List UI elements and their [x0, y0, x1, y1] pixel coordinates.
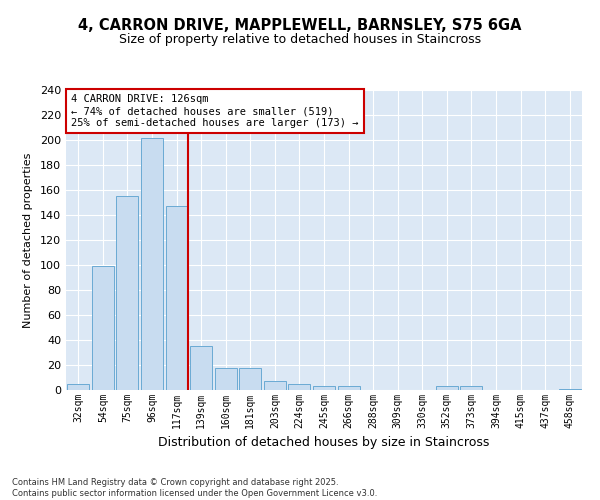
Text: 4, CARRON DRIVE, MAPPLEWELL, BARNSLEY, S75 6GA: 4, CARRON DRIVE, MAPPLEWELL, BARNSLEY, S…	[78, 18, 522, 32]
Bar	[166, 206, 188, 390]
Bar	[67, 384, 89, 390]
Bar	[215, 368, 237, 390]
Bar	[116, 196, 139, 390]
Bar	[313, 386, 335, 390]
Bar	[141, 138, 163, 390]
Bar	[239, 368, 262, 390]
Bar	[289, 384, 310, 390]
Bar	[190, 346, 212, 390]
Bar	[338, 386, 359, 390]
Bar	[559, 389, 581, 390]
Bar	[460, 386, 482, 390]
Text: Size of property relative to detached houses in Staincross: Size of property relative to detached ho…	[119, 32, 481, 46]
Text: 4 CARRON DRIVE: 126sqm
← 74% of detached houses are smaller (519)
25% of semi-de: 4 CARRON DRIVE: 126sqm ← 74% of detached…	[71, 94, 359, 128]
Bar	[436, 386, 458, 390]
Text: Contains HM Land Registry data © Crown copyright and database right 2025.
Contai: Contains HM Land Registry data © Crown c…	[12, 478, 377, 498]
Y-axis label: Number of detached properties: Number of detached properties	[23, 152, 33, 328]
Bar	[264, 381, 286, 390]
X-axis label: Distribution of detached houses by size in Staincross: Distribution of detached houses by size …	[158, 436, 490, 450]
Bar	[92, 266, 114, 390]
